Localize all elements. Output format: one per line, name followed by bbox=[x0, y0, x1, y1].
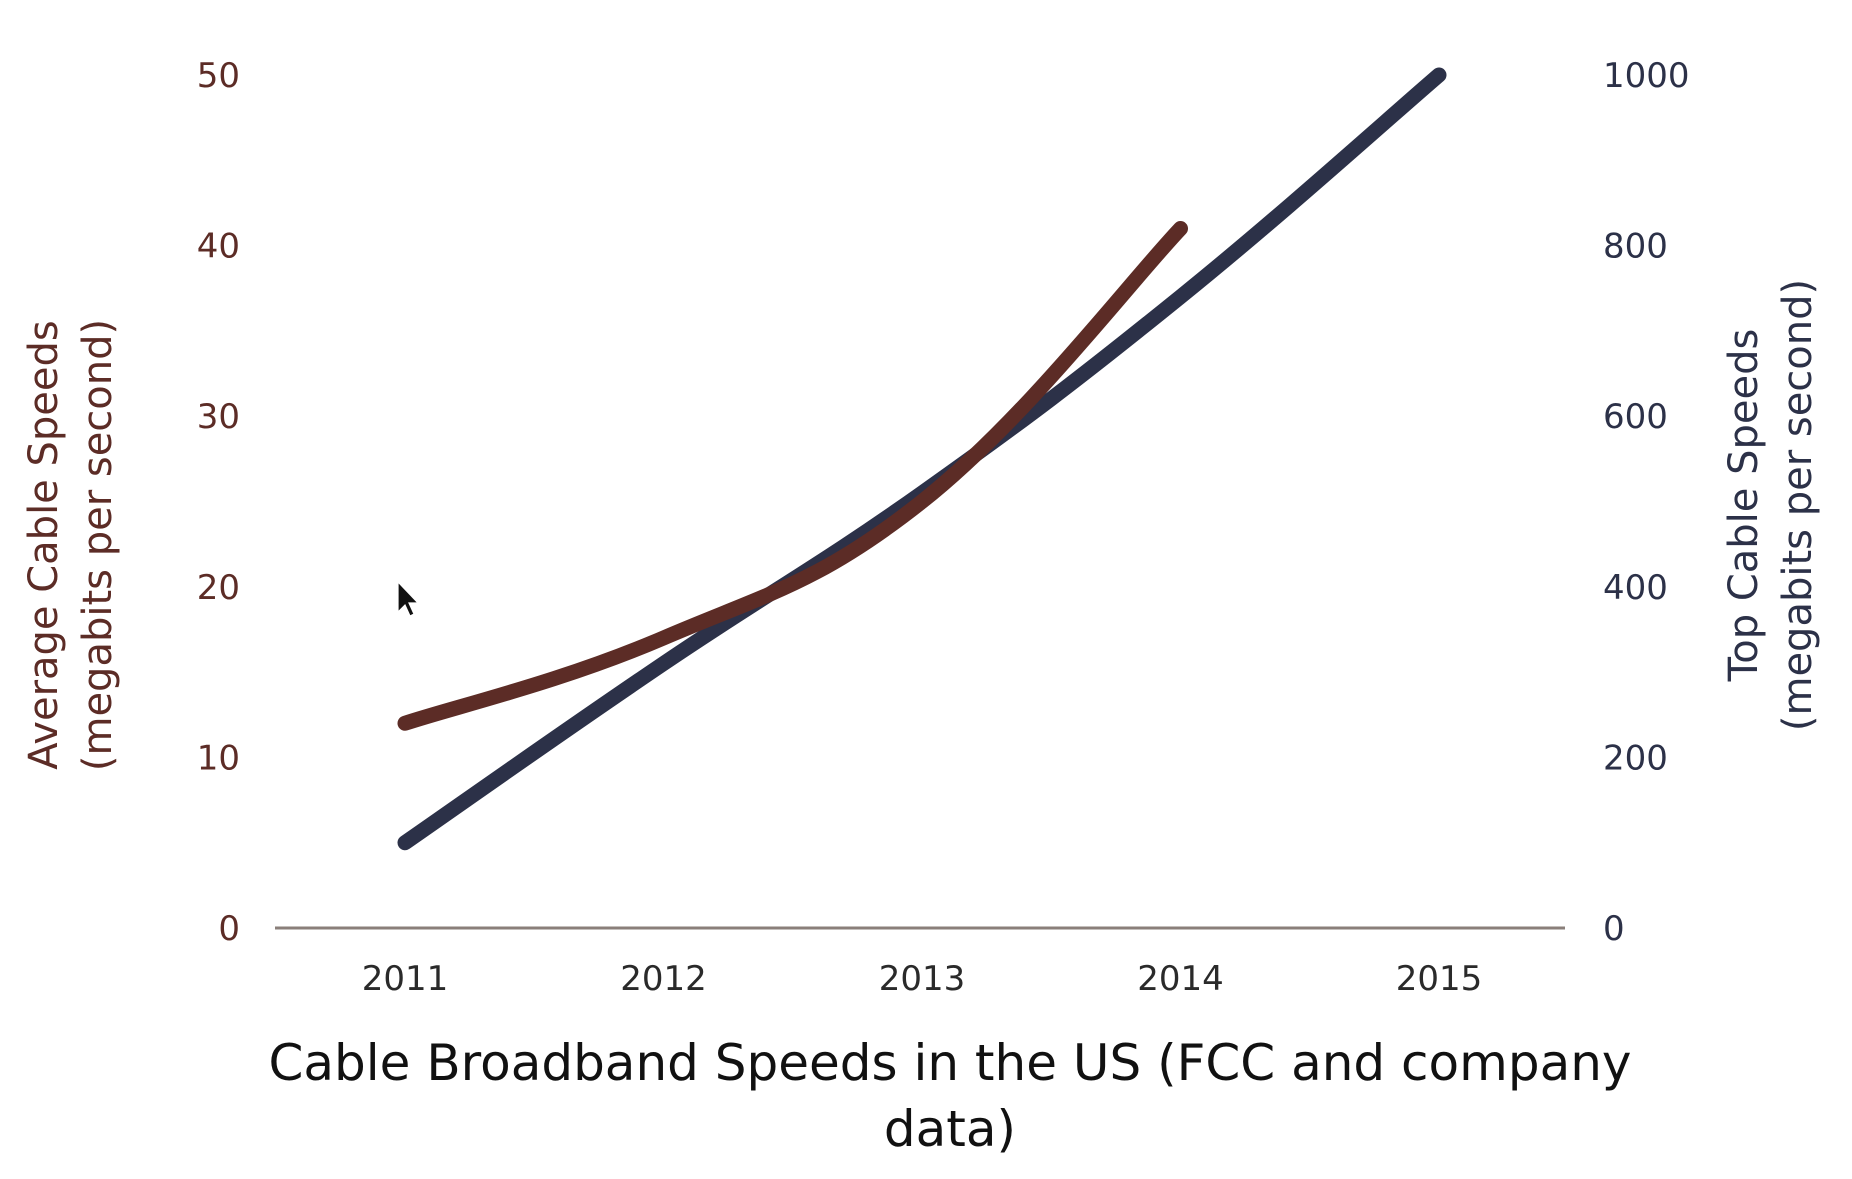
right-axis-title-line: Top Cable Speeds bbox=[1721, 329, 1767, 683]
left-y-tick-label: 0 bbox=[218, 909, 240, 949]
right-y-tick-label: 800 bbox=[1603, 227, 1668, 267]
right-axis-title: Top Cable Speeds (megabits per second) bbox=[1721, 279, 1821, 731]
right-axis-title-line: (megabits per second) bbox=[1775, 279, 1821, 731]
left-y-tick-label: 30 bbox=[197, 397, 240, 437]
chart-title: Cable Broadband Speeds in the US (FCC an… bbox=[269, 1034, 1632, 1158]
left-axis-title-line: (megabits per second) bbox=[75, 319, 121, 771]
right-y-tick-label: 0 bbox=[1603, 909, 1625, 949]
mouse-cursor-icon bbox=[397, 580, 420, 617]
series-line-average-speeds bbox=[397, 221, 1188, 731]
left-y-tick-label: 50 bbox=[197, 56, 240, 96]
right-y-tick-label: 200 bbox=[1603, 738, 1668, 778]
right-y-tick-label: 600 bbox=[1603, 397, 1668, 437]
chart-title-line: Cable Broadband Speeds in the US (FCC an… bbox=[269, 1034, 1632, 1092]
x-tick-label: 2014 bbox=[1137, 959, 1224, 999]
series-layer bbox=[397, 67, 1447, 851]
left-axis-title-line: Average Cable Speeds bbox=[21, 320, 67, 769]
chart-title-line: data) bbox=[884, 1100, 1016, 1158]
x-tick-label: 2015 bbox=[1396, 959, 1483, 999]
text-layer: 0 10 20 30 40 50 0 200 400 600 800 1000 2011 2012 2013… bbox=[21, 56, 1821, 1158]
x-tick-label: 2012 bbox=[620, 959, 707, 999]
series-line-top-speeds bbox=[397, 67, 1447, 851]
left-y-tick-label: 10 bbox=[197, 738, 240, 778]
right-y-tick-label: 1000 bbox=[1603, 56, 1690, 96]
left-y-tick-label: 40 bbox=[197, 227, 240, 267]
left-axis-title: Average Cable Speeds (megabits per second… bbox=[21, 319, 121, 771]
left-y-tick-label: 20 bbox=[197, 568, 240, 608]
right-y-tick-label: 400 bbox=[1603, 568, 1668, 608]
x-tick-label: 2013 bbox=[879, 959, 966, 999]
x-tick-label: 2011 bbox=[362, 959, 449, 999]
